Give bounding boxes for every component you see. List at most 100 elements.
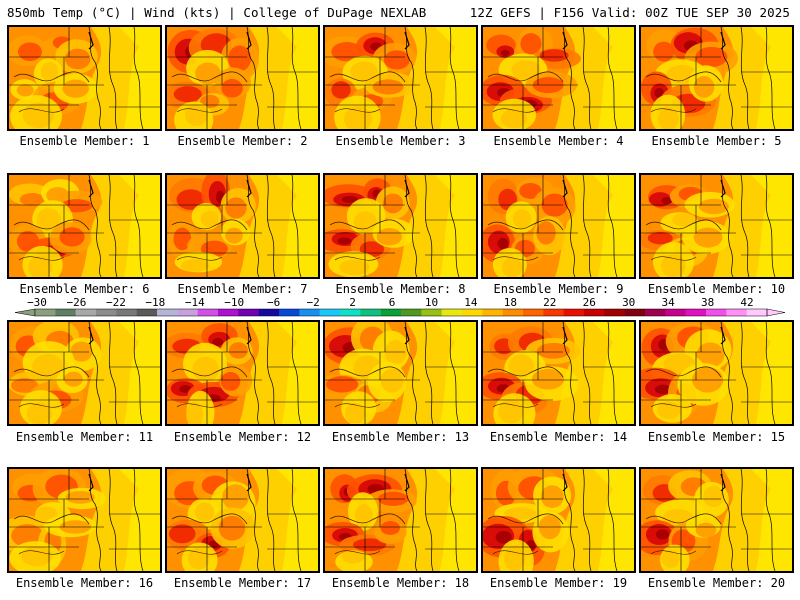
colorbar-swatch <box>177 309 198 316</box>
colorbar-swatch <box>157 309 178 316</box>
temperature-map <box>9 322 160 424</box>
temperature-map <box>167 175 318 277</box>
ensemble-member-map <box>639 320 794 426</box>
colorbar-swatch <box>319 309 341 316</box>
colorbar-left-arrow <box>14 308 36 317</box>
colorbar-tick-label: 42 <box>740 297 753 309</box>
temperature-map <box>641 322 792 424</box>
colorbar-tick-label: 38 <box>701 297 714 309</box>
ensemble-member-label: Ensemble Member: 14 <box>489 430 628 444</box>
colorbar-tick-label: 30 <box>622 297 635 309</box>
temperature-map <box>483 322 634 424</box>
temperature-colorbar: −30 −26 −22 −18 −14 −10 −6 −2 2 6 10 14 18 22 26 30 34 38… <box>14 297 786 317</box>
colorbar-swatch <box>340 309 361 316</box>
colorbar-swatch <box>401 309 422 316</box>
ensemble-member-map <box>639 173 794 279</box>
ensemble-member-map <box>323 467 478 573</box>
colorbar-swatch <box>197 309 219 316</box>
ensemble-member-map <box>481 320 636 426</box>
colorbar-tick-label: −10 <box>224 297 244 309</box>
ensemble-member-label: Ensemble Member: 15 <box>647 430 786 444</box>
temperature-map <box>9 175 160 277</box>
colorbar-swatch <box>380 309 402 316</box>
ensemble-member-map <box>323 25 478 131</box>
colorbar-swatch <box>604 309 625 316</box>
colorbar-swatch <box>685 309 707 316</box>
colorbar-swatch <box>55 309 76 316</box>
ensemble-member-map <box>165 467 320 573</box>
ensemble-member-map <box>165 25 320 131</box>
ensemble-member-label: Ensemble Member: 19 <box>489 576 628 590</box>
temperature-map <box>9 469 160 571</box>
ensemble-member-map <box>165 173 320 279</box>
colorbar-tick-label: −2 <box>307 297 320 309</box>
colorbar-swatch <box>75 309 97 316</box>
temperature-map <box>641 469 792 571</box>
temperature-map <box>641 27 792 129</box>
colorbar-swatch <box>523 309 544 316</box>
colorbar-swatch <box>279 309 300 316</box>
ensemble-member-label: Ensemble Member: 17 <box>173 576 312 590</box>
temperature-map <box>167 27 318 129</box>
ensemble-member-label: Ensemble Member: 1 <box>19 134 150 148</box>
temperature-map <box>483 175 634 277</box>
ensemble-member-label: Ensemble Member: 2 <box>177 134 308 148</box>
colorbar-tick-label: 6 <box>389 297 396 309</box>
ensemble-member-label: Ensemble Member: 12 <box>173 430 312 444</box>
ensemble-member-label: Ensemble Member: 13 <box>331 430 470 444</box>
temperature-map <box>641 175 792 277</box>
colorbar-tick-label: 22 <box>543 297 556 309</box>
colorbar-tick-label: −6 <box>267 297 280 309</box>
colorbar-swatch <box>543 309 564 316</box>
colorbar-swatch <box>258 309 280 316</box>
colorbar-swatch <box>421 309 442 316</box>
colorbar-tick-label: −18 <box>145 297 165 309</box>
colorbar-swatch <box>706 309 727 316</box>
ensemble-member-label: Ensemble Member: 18 <box>331 576 470 590</box>
ensemble-member-map <box>481 173 636 279</box>
ensemble-member-map <box>481 25 636 131</box>
ensemble-member-map <box>7 320 162 426</box>
ensemble-member-label: Ensemble Member: 10 <box>647 282 786 296</box>
colorbar-right-arrow <box>766 308 786 317</box>
ensemble-member-label: Ensemble Member: 16 <box>15 576 154 590</box>
ensemble-member-label: Ensemble Member: 4 <box>493 134 624 148</box>
ensemble-member-map <box>7 25 162 131</box>
temperature-map <box>167 469 318 571</box>
ensemble-member-label: Ensemble Member: 11 <box>15 430 154 444</box>
colorbar-swatch <box>482 309 503 316</box>
ensemble-member-label: Ensemble Member: 5 <box>651 134 782 148</box>
colorbar-swatch <box>96 309 117 316</box>
colorbar-tick-label: −14 <box>185 297 205 309</box>
colorbar-tick-label: 26 <box>583 297 596 309</box>
colorbar-swatch <box>584 309 605 316</box>
ensemble-member-map <box>639 25 794 131</box>
ensemble-member-map <box>7 467 162 573</box>
temperature-map <box>325 469 476 571</box>
colorbar-swatch <box>665 309 686 316</box>
ensemble-member-map <box>165 320 320 426</box>
colorbar-swatch <box>116 309 137 316</box>
colorbar-swatch <box>218 309 239 316</box>
colorbar-swatch <box>563 309 585 316</box>
colorbar-tick-label: 18 <box>504 297 517 309</box>
colorbar-swatch <box>299 309 320 316</box>
colorbar-tick-label: 2 <box>349 297 356 309</box>
colorbar-swatch <box>360 309 381 316</box>
colorbar-swatch <box>746 309 768 316</box>
temperature-map <box>483 27 634 129</box>
chart-title: 850mb Temp (°C) | Wind (kts) | College o… <box>7 5 427 20</box>
temperature-map <box>325 27 476 129</box>
colorbar-tick-label: 10 <box>425 297 438 309</box>
ensemble-member-label: Ensemble Member: 9 <box>493 282 624 296</box>
temperature-map <box>483 469 634 571</box>
ensemble-member-label: Ensemble Member: 3 <box>335 134 466 148</box>
temperature-map <box>325 322 476 424</box>
colorbar-swatch <box>136 309 158 316</box>
ensemble-member-map <box>323 173 478 279</box>
colorbar-tick-label: −30 <box>27 297 47 309</box>
temperature-map <box>9 27 160 129</box>
colorbar-swatch <box>238 309 259 316</box>
colorbar-swatch <box>462 309 483 316</box>
colorbar-swatch <box>726 309 747 316</box>
